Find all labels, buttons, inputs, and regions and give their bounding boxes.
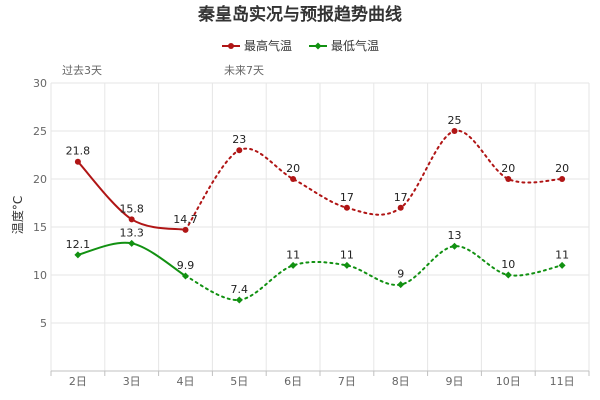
y-tick-label: 25 — [33, 125, 47, 138]
series-layer — [74, 128, 566, 304]
marker-low — [558, 261, 566, 269]
period-label-past: 过去3天 — [62, 64, 102, 77]
marker-high — [74, 158, 81, 165]
marker-high — [236, 147, 243, 154]
period-label-future: 未来7天 — [224, 64, 264, 77]
data-label-high: 15.8 — [119, 202, 144, 215]
marker-high — [397, 204, 404, 211]
legend-label-low: 最低气温 — [331, 38, 379, 53]
data-label-high: 20 — [286, 162, 300, 175]
data-label-high: 14.7 — [173, 213, 198, 226]
line-low-past — [77, 241, 187, 277]
data-labels: 21.8 15.8 14.7 23 20 17 17 25 20 20 12.1 13.3 9.9 7.4… — [66, 114, 569, 296]
marker-low — [74, 251, 82, 259]
marker-low — [182, 272, 189, 280]
y-tick-label: 15 — [33, 221, 47, 234]
data-label-low: 7.4 — [231, 283, 249, 296]
marker-high — [128, 216, 135, 223]
data-label-high: 23 — [232, 133, 246, 146]
marker-high — [451, 128, 458, 134]
marker-high — [505, 176, 512, 182]
data-label-low: 9 — [397, 268, 404, 281]
legend-item-high[interactable]: 最高气温 — [222, 38, 292, 53]
data-label-low: 13.3 — [119, 226, 144, 239]
chart-title: 秦皇岛实况与预报趋势曲线 — [198, 4, 402, 25]
legend-label-high: 最高气温 — [244, 38, 292, 53]
grid — [50, 82, 590, 371]
data-label-high: 25 — [448, 114, 462, 127]
data-label-low: 12.1 — [66, 238, 91, 251]
y-axis-label: 温度°C — [10, 196, 25, 234]
legend-marker-high — [228, 43, 234, 49]
axes: 5 10 15 20 25 30 2日 3日 4日 5日 6日 7日 8日 9日 10日 11日 — [33, 77, 590, 388]
x-tick-label: 10日 — [496, 375, 521, 388]
legend-marker-low — [314, 42, 322, 50]
y-tick-label: 10 — [33, 269, 47, 282]
x-tick-label: 5日 — [230, 375, 248, 388]
marker-low — [397, 281, 405, 289]
data-label-low: 11 — [340, 248, 354, 261]
line-low-forecast — [184, 245, 564, 301]
data-label-low: 11 — [555, 248, 569, 261]
y-tick-label: 5 — [40, 317, 47, 330]
x-tick-label: 9日 — [446, 375, 464, 388]
marker-low — [289, 261, 297, 269]
marker-low — [504, 271, 512, 279]
marker-low — [128, 239, 136, 247]
data-label-high: 20 — [501, 162, 515, 175]
x-tick-label: 2日 — [69, 375, 87, 388]
marker-low — [451, 242, 458, 250]
x-tick-label: 6日 — [284, 375, 302, 388]
data-label-low: 13 — [448, 229, 462, 242]
marker-high — [343, 204, 350, 211]
data-label-low: 10 — [501, 258, 515, 271]
marker-high — [182, 226, 189, 233]
x-tick-label: 11日 — [550, 375, 575, 388]
x-tick-label: 7日 — [338, 375, 356, 388]
legend[interactable]: 最高气温 最低气温 — [222, 38, 379, 53]
data-label-low: 9.9 — [177, 259, 195, 272]
y-tick-label: 20 — [33, 173, 47, 186]
data-label-high: 21.8 — [66, 145, 91, 158]
marker-high — [290, 176, 297, 182]
data-label-low: 11 — [286, 248, 300, 261]
marker-low — [235, 296, 243, 304]
x-tick-label: 4日 — [177, 375, 195, 388]
x-tick-label: 3日 — [123, 375, 141, 388]
data-label-high: 20 — [555, 162, 569, 175]
marker-high — [559, 176, 566, 182]
marker-low — [343, 261, 351, 269]
x-tick-label: 8日 — [392, 375, 410, 388]
data-label-high: 17 — [340, 191, 354, 204]
data-label-high: 17 — [394, 191, 408, 204]
y-tick-label: 30 — [33, 77, 47, 90]
legend-item-low[interactable]: 最低气温 — [309, 38, 379, 53]
